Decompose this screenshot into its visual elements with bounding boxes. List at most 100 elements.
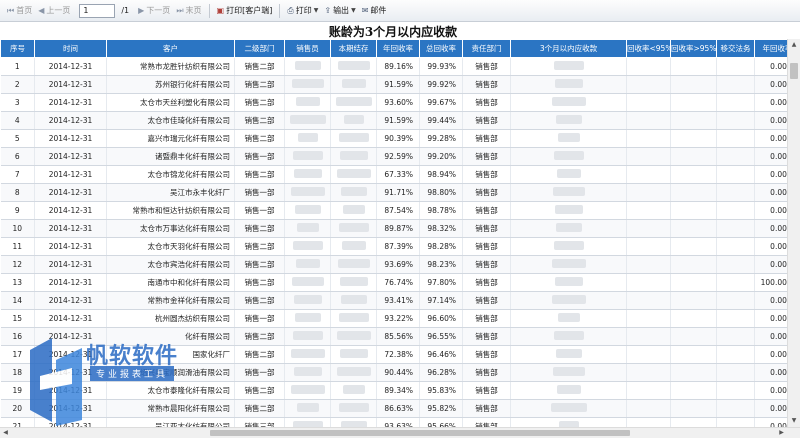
- cell-dept: 销售二部: [234, 129, 285, 148]
- cell-resp: 销售部: [462, 129, 511, 148]
- cell-no: 10: [0, 219, 35, 238]
- table-row[interactable]: 3 2014-12-31 太仓市天丝利塑化有限公司 销售二部 93.60% 99.67% 销…: [0, 93, 787, 112]
- cell-redacted: [330, 201, 377, 220]
- cell-empty: [626, 183, 671, 202]
- cell-date: 2014-12-31: [34, 75, 107, 94]
- cell-final-rate: 0.00%: [754, 165, 787, 184]
- redacted-value: [342, 385, 365, 394]
- table-row[interactable]: 16 2014-12-31 化纤有限公司 销售二部 85.56% 96.55% 销售部 0.0…: [0, 327, 787, 346]
- cell-resp: 销售部: [462, 147, 511, 166]
- cell-year-rate: 85.56%: [376, 327, 420, 346]
- table-row[interactable]: 5 2014-12-31 嘉兴市瑞元化纤有限公司 销售二部 90.39% 99.28% 销售…: [0, 129, 787, 148]
- prev-page-button[interactable]: ◀ 上一页: [35, 3, 73, 19]
- horizontal-scroll-thumb[interactable]: [210, 430, 630, 436]
- scroll-left-icon[interactable]: ◀: [3, 429, 8, 436]
- redacted-value: [295, 259, 320, 268]
- table-row[interactable]: 18 2014-12-31 绍兴县宝顺润滑油有限公司 销售一部 90.44% 96.28%…: [0, 363, 787, 382]
- table-row[interactable]: 1 2014-12-31 常熟市龙胜针纺织有限公司 销售二部 89.16% 99.93% 销…: [0, 57, 787, 76]
- cell-customer: 吴江亚太化纺有限公司: [106, 417, 235, 427]
- table-row[interactable]: 13 2014-12-31 南通市中和化纤有限公司 销售二部 76.74% 97.80% 销…: [0, 273, 787, 292]
- table-row[interactable]: 15 2014-12-31 杭州圆杰纺织有限公司 销售一部 93.22% 96.60% 销售…: [0, 309, 787, 328]
- table-row[interactable]: 7 2014-12-31 太仓市锦龙化纤有限公司 销售二部 67.33% 98.94% 销售…: [0, 165, 787, 184]
- redacted-value: [557, 313, 580, 322]
- cell-redacted: [330, 111, 377, 130]
- table-row[interactable]: 10 2014-12-31 太仓市万事达化纤有限公司 销售二部 89.87% 98.32%…: [0, 219, 787, 238]
- cell-customer: 常熟市龙胜针纺织有限公司: [106, 57, 235, 76]
- table-row[interactable]: 8 2014-12-31 吴江市永丰化纤厂 销售一部 91.71% 98.80% 销售部 0.…: [0, 183, 787, 202]
- cell-empty: [670, 327, 717, 346]
- cell-redacted: [330, 381, 377, 400]
- toolbar-divider: [208, 3, 210, 18]
- cell-no: 12: [0, 255, 35, 274]
- table-row[interactable]: 19 2014-12-31 太仓市泰隆化纤有限公司 销售二部 89.34% 95.83% 销…: [0, 381, 787, 400]
- table-row[interactable]: 9 2014-12-31 常熟市和恒达针纺织有限公司 销售一部 87.54% 98.78%…: [0, 201, 787, 220]
- cell-customer: 太仓市佳琦化纤有限公司: [106, 111, 235, 130]
- cell-dept: 销售二部: [234, 237, 285, 256]
- cell-empty: [670, 93, 717, 112]
- cell-empty: [626, 309, 671, 328]
- export-button[interactable]: ⇪ 输出 ▼: [321, 3, 358, 19]
- table-row[interactable]: 21 2014-12-31 吴江亚太化纺有限公司 销售三部 93.63% 95.66% 销售…: [0, 417, 787, 427]
- horizontal-scrollbar[interactable]: ◀ ▶: [0, 427, 800, 438]
- cell-total-rate: 96.46%: [419, 345, 463, 364]
- cell-redacted: [510, 129, 627, 148]
- redacted-value: [294, 313, 321, 322]
- print-button[interactable]: ⎙ 打印 ▼: [284, 3, 321, 19]
- last-page-button[interactable]: ⏭ 末页: [173, 3, 204, 19]
- table-row[interactable]: 12 2014-12-31 太仓市宾浩化纤有限公司 销售二部 93.69% 98.23% 销…: [0, 255, 787, 274]
- column-header: 回收率>95%: [670, 39, 717, 58]
- table-row[interactable]: 14 2014-12-31 常熟市金祥化纤有限公司 销售二部 93.41% 97.14% 销…: [0, 291, 787, 310]
- redacted-value: [290, 187, 325, 196]
- column-header: 3个月以内应收款: [510, 39, 627, 58]
- cell-redacted: [284, 417, 331, 427]
- scroll-down-icon[interactable]: ▼: [791, 417, 797, 424]
- table-row[interactable]: 2 2014-12-31 苏州银行化纤有限公司 销售二部 91.59% 99.92% 销售部…: [0, 75, 787, 94]
- scroll-up-icon[interactable]: ▲: [791, 41, 797, 48]
- page-number-input[interactable]: 1: [79, 3, 116, 18]
- cell-no: 15: [0, 309, 35, 328]
- vertical-scrollbar[interactable]: ▲ ▼: [787, 39, 800, 427]
- cell-resp: 销售部: [462, 183, 511, 202]
- table-row[interactable]: 4 2014-12-31 太仓市佳琦化纤有限公司 销售二部 91.59% 99.44% 销售…: [0, 111, 787, 130]
- vertical-scroll-thumb[interactable]: [790, 63, 798, 79]
- next-page-button[interactable]: ▶ 下一页: [135, 3, 173, 19]
- cell-customer: 太仓市万事达化纤有限公司: [106, 219, 235, 238]
- cell-date: 2014-12-31: [34, 57, 107, 76]
- column-header: 总回收率: [419, 39, 463, 58]
- cell-redacted: [284, 291, 331, 310]
- cell-dept: 销售二部: [234, 381, 285, 400]
- cell-empty: [716, 57, 755, 76]
- table-row[interactable]: 11 2014-12-31 太仓市天羽化纤有限公司 销售二部 87.39% 98.28% 销…: [0, 237, 787, 256]
- cell-date: 2014-12-31: [34, 129, 107, 148]
- cell-redacted: [284, 219, 331, 238]
- cell-redacted: [510, 309, 627, 328]
- cell-final-rate: 100.00%: [754, 273, 787, 292]
- first-page-button[interactable]: ⏮ 首页: [4, 3, 35, 19]
- cell-no: 8: [0, 183, 35, 202]
- scroll-right-icon[interactable]: ▶: [779, 429, 784, 436]
- cell-redacted: [330, 219, 377, 238]
- cell-year-rate: 92.59%: [376, 147, 420, 166]
- cell-year-rate: 67.33%: [376, 165, 420, 184]
- cell-empty: [670, 57, 717, 76]
- first-page-label: 首页: [16, 6, 33, 15]
- mail-icon: ✉: [361, 6, 369, 15]
- cell-no: 11: [0, 237, 35, 256]
- cell-redacted: [330, 291, 377, 310]
- cell-redacted: [510, 57, 627, 76]
- cell-empty: [716, 129, 755, 148]
- print-client-button[interactable]: ▣ 打印[客户端]: [214, 3, 276, 19]
- cell-empty: [670, 165, 717, 184]
- cell-year-rate: 93.63%: [376, 417, 420, 427]
- table-row[interactable]: 20 2014-12-31 常熟市晨阳化纤有限公司 销售二部 86.63% 95.82% 销…: [0, 399, 787, 418]
- table-row[interactable]: 6 2014-12-31 诸暨鼎丰化纤有限公司 销售一部 92.59% 99.20% 销售部…: [0, 147, 787, 166]
- cell-year-rate: 87.39%: [376, 237, 420, 256]
- table-row[interactable]: 17 2014-12-31 国家化纤厂 销售二部 72.38% 96.46% 销售部 0.00…: [0, 345, 787, 364]
- cell-date: 2014-12-31: [34, 255, 107, 274]
- cell-total-rate: 99.28%: [419, 129, 463, 148]
- cell-redacted: [510, 291, 627, 310]
- cell-customer: 诸暨鼎丰化纤有限公司: [106, 147, 235, 166]
- cell-resp: 销售部: [462, 273, 511, 292]
- mail-button[interactable]: ✉ 邮件: [359, 3, 390, 19]
- chevron-down-icon: ▼: [313, 7, 319, 14]
